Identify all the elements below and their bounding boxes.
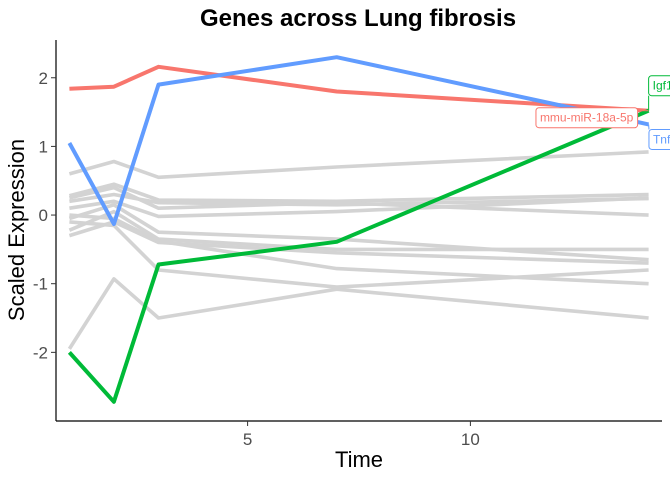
series-labels-group: mmu-miR-18a-5p Igf1 Tnf [535, 75, 670, 150]
y-tick-label: -2 [33, 343, 48, 362]
series-label-igf1: Igf1 [648, 75, 670, 111]
background-series-line [69, 213, 649, 286]
x-tick-label: 5 [243, 430, 252, 449]
x-tick-label: 10 [461, 430, 480, 449]
y-tick-label: 1 [39, 137, 48, 156]
background-series-line [68, 203, 649, 262]
y-tick-label: 0 [39, 206, 48, 225]
y-tick-label: -1 [33, 275, 48, 294]
series-label-box [648, 128, 670, 150]
series-line-mmu-mir-18a-5p [69, 64, 649, 113]
chart-title: Genes across Lung fibrosis [200, 5, 516, 32]
y-tick-label: 2 [39, 69, 48, 88]
series-line-tnf [67, 55, 650, 226]
series-line-igf1 [67, 108, 650, 404]
y-axis-title: Scaled Expression [4, 139, 29, 321]
x-axis-ticks: 5 10 [243, 421, 480, 449]
background-series-line [68, 150, 649, 180]
highlighted-series-group [67, 55, 650, 404]
background-series-group [67, 150, 649, 350]
series-label-text: Tnf [653, 132, 670, 146]
background-series-line [67, 277, 649, 350]
series-label-box [535, 107, 639, 129]
series-label-box [648, 75, 670, 97]
x-axis-title: Time [335, 447, 383, 472]
series-label-mmu-mir-18a-5p: mmu-miR-18a-5p [535, 107, 649, 129]
series-label-text: Igf1 [653, 79, 670, 93]
background-series-line [68, 220, 649, 265]
plot-area: mmu-miR-18a-5p Igf1 Tnf [67, 55, 670, 404]
y-axis-ticks: -2 -1 0 1 2 [33, 69, 56, 362]
background-series-line [69, 196, 649, 219]
series-label-text: mmu-miR-18a-5p [540, 111, 634, 125]
series-label-tnf: Tnf [648, 124, 670, 150]
